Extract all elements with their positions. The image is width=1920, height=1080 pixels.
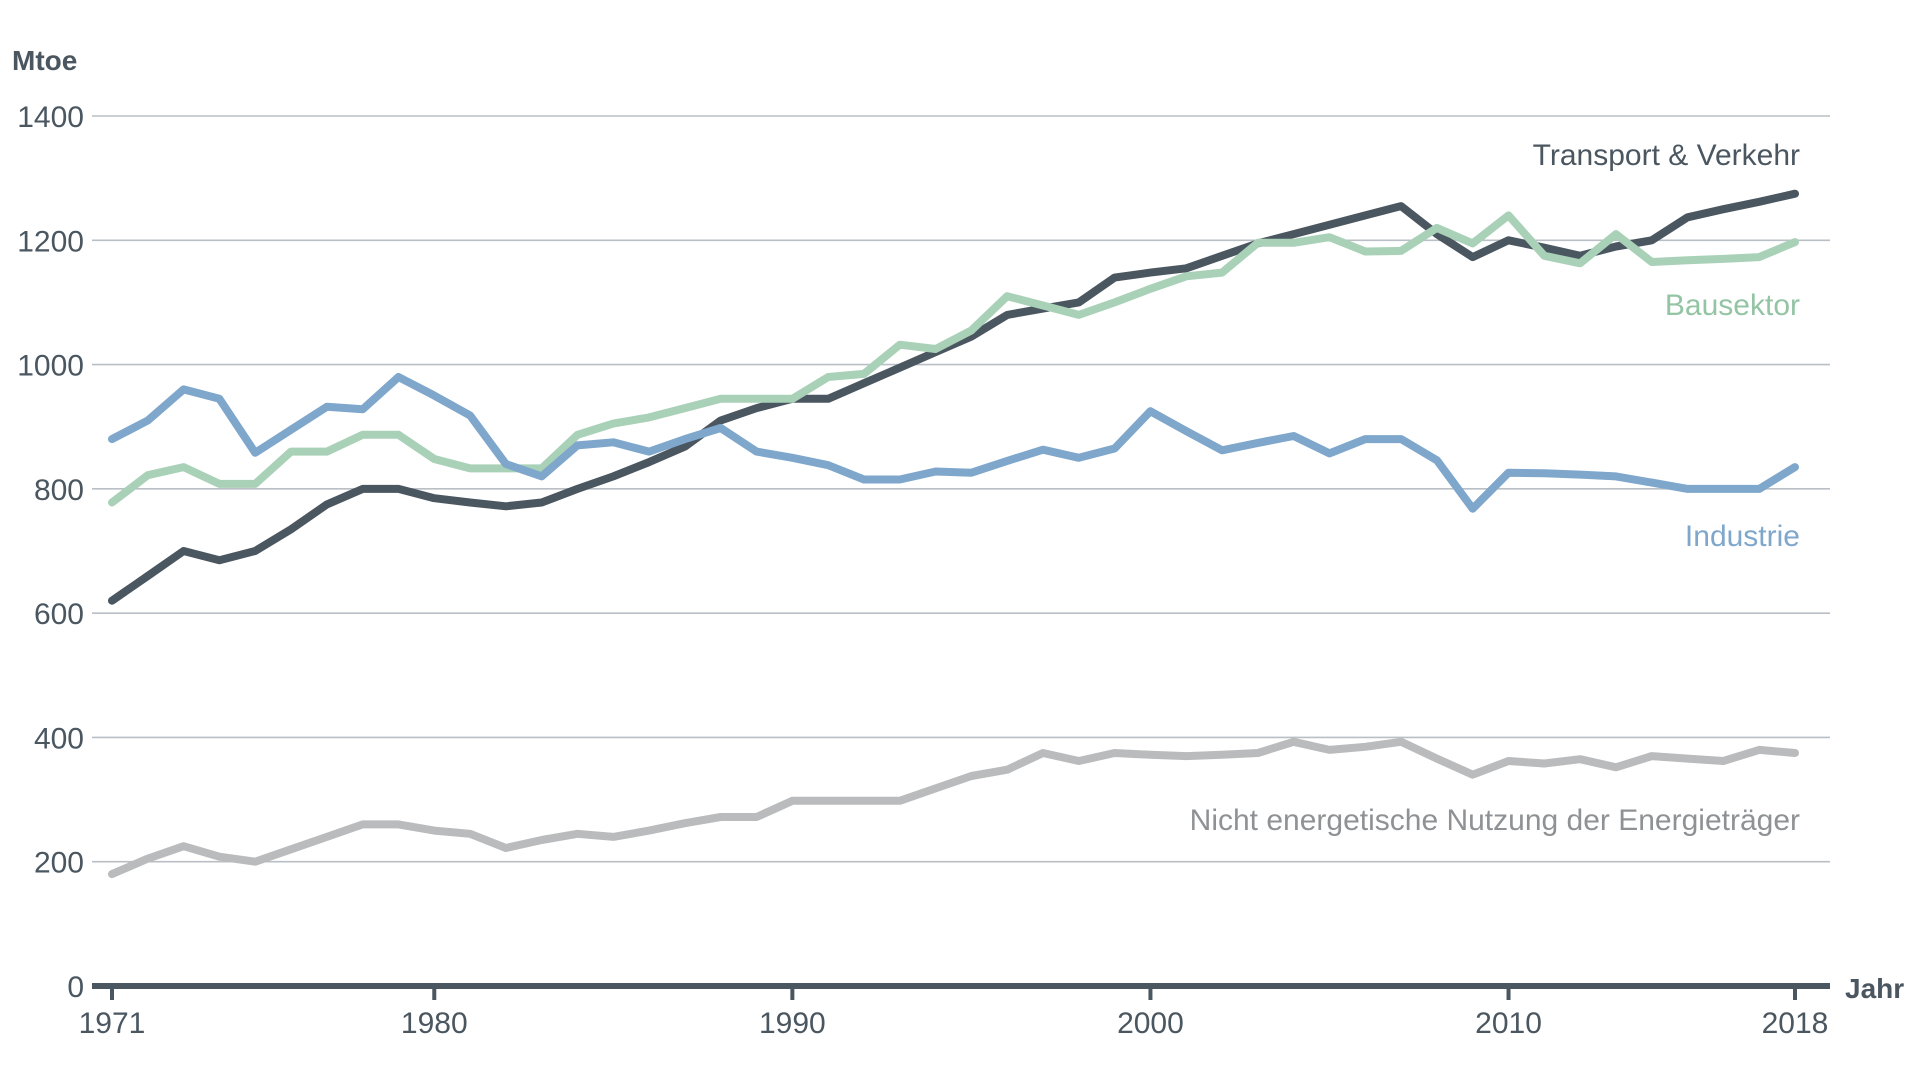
series-label-0: Transport & Verkehr bbox=[1533, 139, 1800, 172]
series-line-1 bbox=[108, 211, 1799, 507]
x-tick-label: 1990 bbox=[759, 1007, 826, 1040]
x-tick-label: 2018 bbox=[1762, 1007, 1829, 1040]
y-tick-label: 1400 bbox=[17, 101, 84, 134]
y-tick-label: 400 bbox=[34, 722, 84, 755]
x-tick-label: 1971 bbox=[79, 1007, 146, 1040]
series-label-2: Industrie bbox=[1685, 520, 1800, 553]
series-label-1: Bausektor bbox=[1665, 289, 1800, 322]
x-tick-label: 2010 bbox=[1475, 1007, 1542, 1040]
x-tick-label: 1980 bbox=[401, 1007, 468, 1040]
legend: Transport & Verkehr Bausektor Industrie Nic… bbox=[1190, 139, 1800, 837]
grid bbox=[92, 115, 1830, 863]
x-axis: 1971 1980 1990 2000 2010 2018 bbox=[79, 983, 1830, 1040]
series-line-3 bbox=[108, 737, 1799, 879]
y-tick-label: 200 bbox=[34, 847, 84, 880]
x-axis-title: Jahr bbox=[1845, 973, 1904, 1004]
series-label-3: Nicht energetische Nutzung der Energietr… bbox=[1190, 804, 1800, 837]
y-tick-label: 600 bbox=[34, 598, 84, 631]
x-tick-label: 2000 bbox=[1117, 1007, 1184, 1040]
y-tick-label: 1200 bbox=[17, 225, 84, 258]
y-axis: 0 200 400 600 800 1000 1200 1400 bbox=[17, 101, 84, 1004]
series-lines bbox=[108, 189, 1799, 879]
y-tick-label: 800 bbox=[34, 474, 84, 507]
series-line-0 bbox=[108, 189, 1799, 605]
series-line-2 bbox=[108, 373, 1799, 513]
y-tick-label: 0 bbox=[67, 971, 84, 1004]
y-tick-label: 1000 bbox=[17, 350, 84, 383]
y-axis-title: Mtoe bbox=[12, 45, 77, 76]
